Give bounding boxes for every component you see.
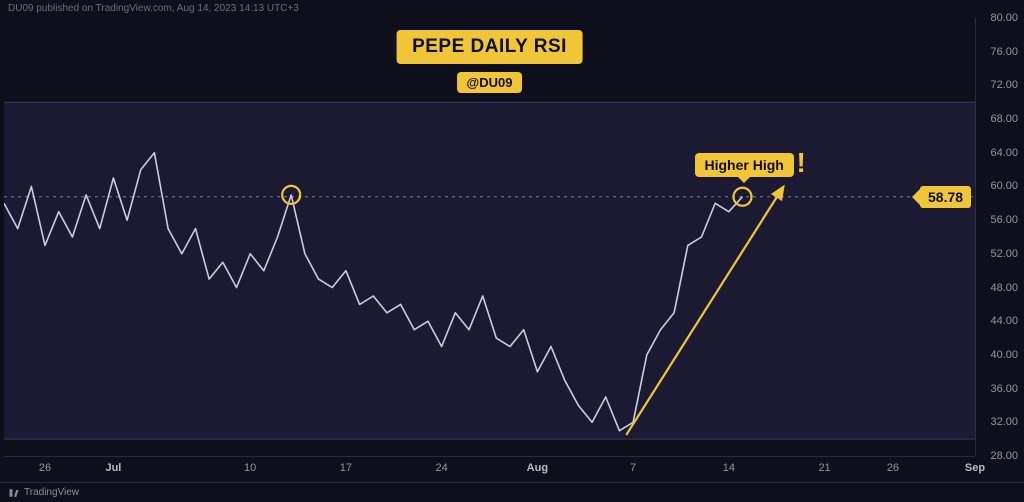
x-tick: Sep bbox=[965, 462, 985, 474]
current-value-flag: 58.78 bbox=[920, 186, 971, 208]
y-tick: 44.00 bbox=[990, 315, 1018, 327]
exclamation-icon: ! bbox=[797, 149, 806, 177]
chart-panel[interactable]: PEPE DAILY RSI @DU09 Higher High ! bbox=[4, 18, 975, 456]
y-tick: 40.00 bbox=[990, 349, 1018, 361]
footer-brand-text: TradingView bbox=[24, 487, 79, 498]
x-tick: Jul bbox=[105, 462, 121, 474]
higher-high-callout: Higher High bbox=[695, 153, 794, 177]
y-tick: 68.00 bbox=[990, 113, 1018, 125]
tradingview-logo-icon bbox=[8, 487, 20, 499]
y-tick: 80.00 bbox=[990, 12, 1018, 24]
x-tick: 26 bbox=[39, 462, 51, 474]
x-axis: 26Jul101724Aug7142126Sep bbox=[4, 456, 975, 482]
footer-bar: TradingView bbox=[0, 482, 1024, 502]
x-tick: 7 bbox=[630, 462, 636, 474]
x-tick: 21 bbox=[818, 462, 830, 474]
y-tick: 72.00 bbox=[990, 79, 1018, 91]
x-tick: 17 bbox=[340, 462, 352, 474]
x-tick: 26 bbox=[887, 462, 899, 474]
publish-info: DU09 published on TradingView.com, Aug 1… bbox=[0, 0, 1024, 18]
y-tick: 56.00 bbox=[990, 214, 1018, 226]
y-tick: 76.00 bbox=[990, 46, 1018, 58]
y-tick: 64.00 bbox=[990, 147, 1018, 159]
x-tick: 10 bbox=[244, 462, 256, 474]
y-tick: 60.00 bbox=[990, 180, 1018, 192]
author-handle-badge: @DU09 bbox=[457, 72, 523, 93]
y-axis: 58.78 28.0032.0036.0040.0044.0048.0052.0… bbox=[975, 18, 1024, 456]
x-tick: Aug bbox=[527, 462, 548, 474]
x-tick: 14 bbox=[723, 462, 735, 474]
chart-title-badge: PEPE DAILY RSI bbox=[396, 30, 583, 64]
y-tick: 28.00 bbox=[990, 450, 1018, 462]
x-tick: 24 bbox=[436, 462, 448, 474]
y-tick: 52.00 bbox=[990, 248, 1018, 260]
y-tick: 48.00 bbox=[990, 282, 1018, 294]
y-tick: 32.00 bbox=[990, 416, 1018, 428]
y-tick: 36.00 bbox=[990, 383, 1018, 395]
